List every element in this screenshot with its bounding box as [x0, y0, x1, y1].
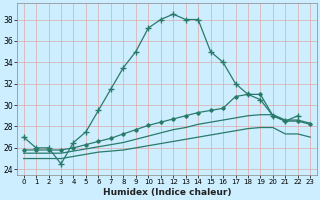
X-axis label: Humidex (Indice chaleur): Humidex (Indice chaleur) — [103, 188, 231, 197]
